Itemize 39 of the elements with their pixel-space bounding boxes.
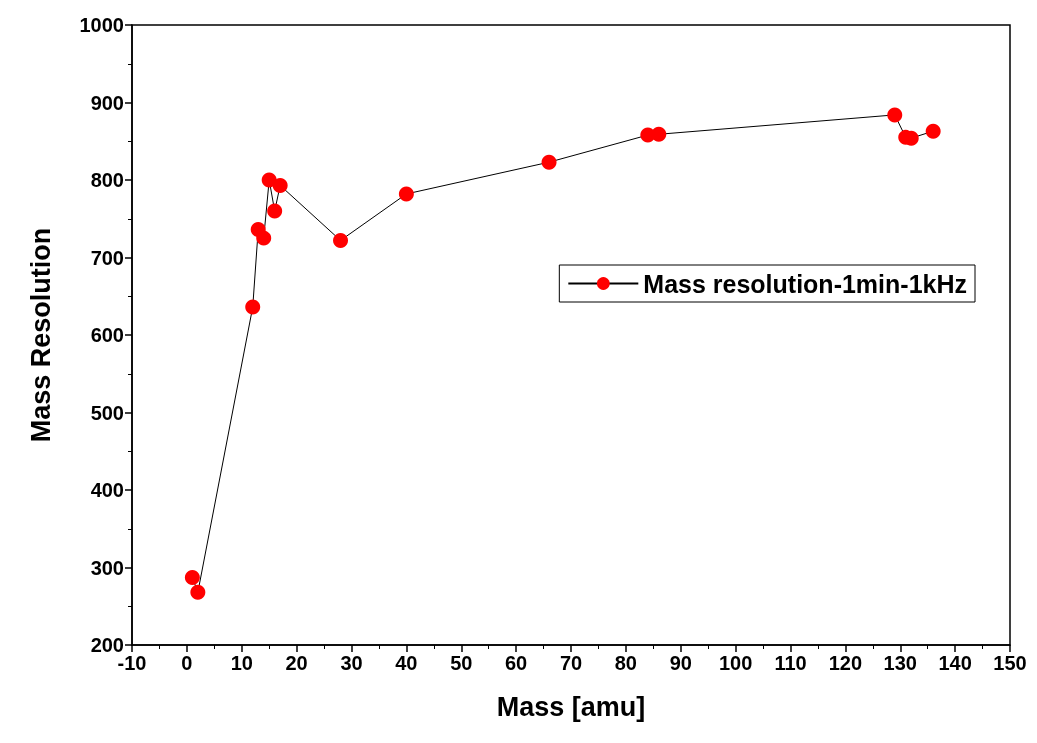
legend-label: Mass resolution-1min-1kHz <box>643 269 968 298</box>
x-tick-label: 110 <box>774 652 807 674</box>
x-axis-title: Mass [amu] <box>496 691 646 722</box>
point <box>887 107 903 123</box>
x-tick-label: 0 <box>181 652 193 674</box>
point <box>267 203 283 219</box>
y-tick-label: 800 <box>90 169 124 191</box>
point <box>398 186 414 202</box>
x-tick-label: 90 <box>669 652 692 674</box>
point <box>256 230 272 246</box>
point <box>272 177 288 193</box>
x-tick-label: 10 <box>230 652 253 674</box>
x-tick-label: 150 <box>993 652 1027 674</box>
y-tick-label: 500 <box>90 401 124 424</box>
y-tick-label: 600 <box>90 324 124 346</box>
x-tick-label: 100 <box>718 652 753 674</box>
x-tick-label: 70 <box>559 652 583 674</box>
y-axis-title: Mass Resolution <box>25 227 56 443</box>
y-tick-label: 1000 <box>79 14 124 36</box>
x-tick-label: 130 <box>883 652 917 674</box>
y-tick-label: 300 <box>90 556 124 579</box>
x-tick-label: 60 <box>505 652 528 674</box>
y-tick-label: 400 <box>90 479 124 501</box>
x-tick-label: 40 <box>395 652 418 674</box>
point <box>925 123 941 139</box>
x-tick-label: 120 <box>828 652 863 674</box>
point <box>184 570 200 586</box>
x-tick-label: 20 <box>285 652 308 674</box>
point <box>245 299 261 315</box>
y-tick-label: 900 <box>90 91 124 114</box>
y-tick-label: 700 <box>90 246 124 269</box>
x-tick-label: 50 <box>450 652 473 674</box>
x-tick-label: 140 <box>938 652 972 674</box>
point <box>651 126 667 142</box>
point <box>541 154 557 170</box>
x-tick-label: 80 <box>614 652 637 674</box>
point <box>190 584 206 600</box>
point <box>333 232 349 248</box>
x-tick-label: 30 <box>340 652 363 674</box>
